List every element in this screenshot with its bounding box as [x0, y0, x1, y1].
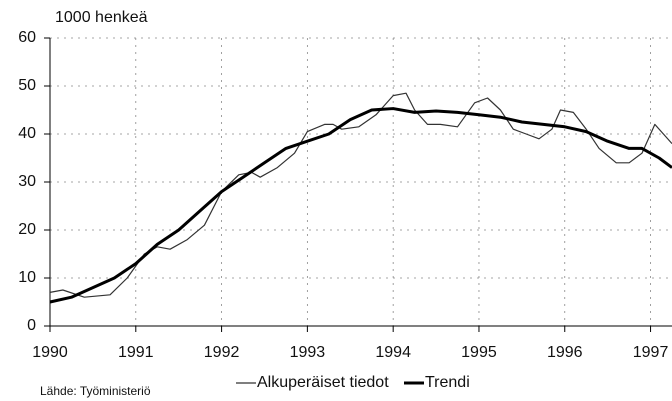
source: Lähde: Työministeriö — [40, 384, 151, 398]
y-tick-label: 30 — [18, 173, 36, 190]
legend-label: Alkuperäiset tiedot — [257, 374, 389, 391]
y-tick-label: 0 — [27, 317, 36, 334]
y-tick-label: 40 — [18, 125, 36, 142]
x-tick-label: 1993 — [290, 344, 326, 361]
y-axis-label: 1000 henkeä — [55, 9, 148, 26]
y-tick-label: 50 — [18, 77, 36, 94]
x-tick-label: 1996 — [547, 344, 583, 361]
x-tick-label: 1997 — [633, 344, 669, 361]
x-tick-label: 1990 — [32, 344, 68, 361]
y-tick-label: 10 — [18, 269, 36, 286]
line — [49, 92, 672, 298]
x-tick-label: 1994 — [375, 344, 411, 361]
x-tick-label: 1991 — [118, 344, 154, 361]
legend-label: Trendi — [425, 374, 470, 391]
y-tick-label: 60 — [18, 29, 36, 46]
x-tick-label: 1992 — [204, 344, 240, 361]
y-tick-label: 20 — [18, 221, 36, 238]
x-tick-label: 1995 — [461, 344, 497, 361]
line — [49, 107, 672, 304]
